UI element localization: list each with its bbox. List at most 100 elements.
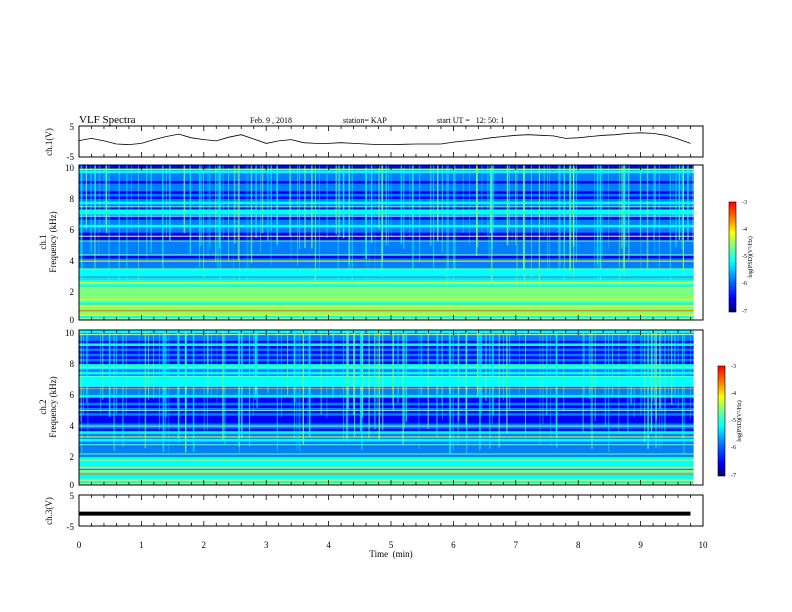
spectrogram-band — [79, 345, 694, 349]
date-label: Feb. 9 , 2018 — [250, 116, 292, 125]
spectrogram-band — [79, 314, 694, 318]
x-tick-label: 9 — [638, 540, 643, 550]
spectrogram-band — [79, 348, 694, 352]
ch1-ytick-top: 5 — [70, 122, 75, 132]
spectrogram-band — [79, 459, 694, 463]
ch2-cb-tick-m4: -4 — [731, 391, 736, 397]
spectrogram-band — [79, 399, 694, 403]
x-axis-tick-labels: 0 1 2 3 4 5 6 7 8 9 10 — [77, 540, 708, 550]
spectrogram-band — [79, 332, 694, 336]
ch2-cb-tick-m3: -3 — [731, 364, 736, 370]
spectrogram-band — [79, 381, 694, 385]
spectrogram-band — [79, 276, 694, 280]
ch3-waveform-frame — [78, 494, 704, 527]
spectrogram-band — [79, 384, 694, 388]
ch2-colorbar-label: log(PSD)(V²/Hz) — [736, 400, 743, 441]
spectrogram-band — [79, 423, 694, 427]
ch1-cb-tick-m3: -3 — [742, 200, 747, 206]
spectrogram-band — [79, 307, 694, 311]
ch1-waveform-panel: 5 -5 ch.1(V) — [44, 122, 704, 162]
spectrogram-band — [79, 299, 694, 303]
spectrogram-band — [79, 330, 694, 334]
start-ut-label: start UT = 12: 50: 1 — [437, 116, 504, 125]
spectrogram-band — [79, 433, 694, 437]
ch1-colorbar-gradient — [728, 201, 737, 313]
ch2-spec-ytick-4: 4 — [70, 421, 75, 431]
spectrogram-band — [79, 415, 694, 419]
ch1-spectrogram-panel: 0 2 4 6 8 10 ch.1 Frequency (kHz) — [38, 163, 704, 325]
x-tick-label: 5 — [389, 540, 394, 550]
spectrogram-band — [79, 291, 694, 295]
spectrogram-band — [79, 373, 694, 377]
x-tick-label: 2 — [202, 540, 207, 550]
ch1-waveform-frame — [78, 125, 704, 158]
spectrogram-band — [79, 379, 694, 383]
spectrogram-band — [79, 479, 694, 483]
ch1-spectrogram-image — [79, 165, 703, 320]
spectrogram-band — [79, 412, 694, 416]
spectrogram-band — [79, 361, 694, 365]
spectrogram-band — [79, 469, 694, 473]
ch1-spec-ytick-0: 0 — [70, 315, 75, 325]
spectrogram-band — [79, 443, 694, 447]
spectrogram-band — [79, 451, 694, 455]
ch2-cb-tick-m5: -5 — [731, 418, 736, 424]
x-tick-label: 6 — [451, 540, 456, 550]
spectrogram-band — [79, 389, 694, 393]
spectrogram-band — [79, 270, 694, 274]
spectrogram-band — [79, 394, 694, 398]
spectrogram-band — [79, 435, 694, 439]
spectrogram-band — [79, 438, 694, 442]
spectrogram-band — [79, 296, 694, 300]
station-label: station= KAP — [343, 116, 387, 125]
spectrogram-band — [79, 386, 694, 390]
spectrogram-band — [79, 425, 694, 429]
spectrogram-band — [79, 363, 694, 367]
ch2-spec-ytick-6: 6 — [70, 390, 75, 400]
ch1-colorbar: -3 -4 -5 -6 -7 log(PSD)(V²/Hz) — [728, 200, 754, 315]
ch2-spec-ylabel-channel: ch.2 — [38, 399, 48, 414]
spectrogram-band — [79, 273, 694, 277]
ch1-ytick-labels: 0 2 4 6 8 10 — [65, 163, 75, 325]
ch2-colorbar: -3 -4 -5 -6 -7 log(PSD)(V²/Hz) — [717, 364, 743, 479]
ch1-spec-ytick-2: 2 — [70, 287, 75, 297]
spectrogram-band — [79, 337, 694, 341]
spectrogram-band — [79, 263, 694, 267]
spectrogram-band — [79, 430, 694, 434]
ch2-spectrogram-image — [79, 330, 703, 485]
ch2-spec-ytick-2: 2 — [70, 452, 75, 462]
spectrogram-band — [79, 420, 694, 424]
spectrogram-band — [79, 368, 694, 372]
ch3-wave-ylabel: ch.3(V) — [44, 497, 54, 525]
ch1-spec-ylabel-freq: Frequency (kHz) — [48, 211, 58, 272]
spectrogram-band — [79, 247, 694, 251]
x-tick-label: 8 — [576, 540, 581, 550]
spectrogram-band — [79, 417, 694, 421]
ch3-ytick-bottom: -5 — [67, 522, 75, 532]
spectrogram-band — [79, 250, 694, 254]
spectrogram-band — [79, 255, 694, 259]
spectrogram-band — [79, 454, 694, 458]
x-tick-label: 1 — [139, 540, 144, 550]
ch1-waveform-line — [78, 132, 691, 146]
spectrogram-band — [79, 289, 694, 293]
x-tick-label: 3 — [264, 540, 269, 550]
ch3-waveform-panel: 5 -5 ch.3(V) — [44, 491, 704, 532]
figure-title: VLF Spectra — [79, 114, 136, 126]
ch1-spec-ylabel-channel: ch.1 — [38, 234, 48, 249]
ch1-cb-tick-m6: -6 — [742, 281, 747, 287]
spectrogram-band — [79, 355, 694, 359]
spectrogram-band — [79, 358, 694, 362]
ch2-spectrogram-panel: 0 2 4 6 8 10 ch.2 Frequency (kHz) — [38, 328, 704, 490]
spectrogram-band — [79, 335, 694, 339]
ch1-cb-tick-m5: -5 — [742, 254, 747, 260]
spectrogram-band — [79, 376, 694, 380]
spectrogram-band — [79, 278, 694, 282]
spectrogram-band — [79, 482, 694, 485]
spectrogram-band — [79, 366, 694, 370]
x-axis-label: Time (min) — [369, 549, 412, 559]
spectrogram-band — [79, 265, 694, 269]
ch2-spec-ytick-0: 0 — [70, 480, 75, 490]
spectrogram-band — [79, 312, 694, 316]
